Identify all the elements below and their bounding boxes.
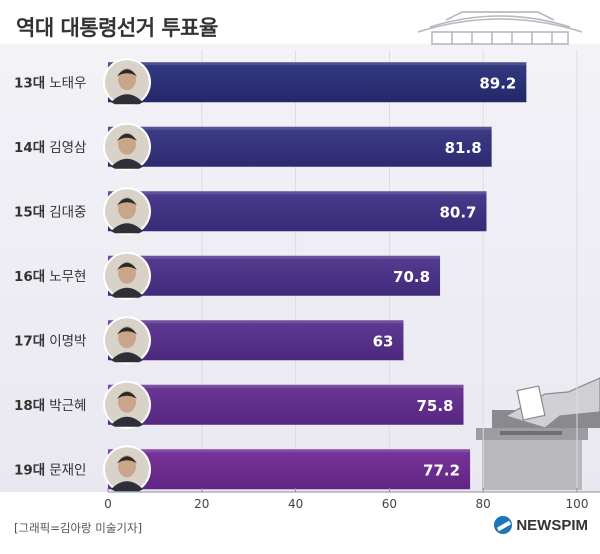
category-label: 18대 박근혜 <box>14 398 86 414</box>
category-term: 13대 <box>14 75 45 91</box>
category-term: 15대 <box>14 204 45 220</box>
newspim-logo: NEWSPIM <box>494 516 588 534</box>
portrait-suit <box>111 223 143 234</box>
x-tick-label: 60 <box>382 497 397 511</box>
bar-highlight <box>108 384 464 388</box>
category-label: 14대 김영삼 <box>14 140 86 156</box>
newspim-logo-text: NEWSPIM <box>516 516 588 534</box>
portrait-hair <box>117 391 137 399</box>
category-term: 19대 <box>14 462 45 478</box>
bar <box>108 126 492 167</box>
bar-value-label: 80.7 <box>439 203 476 221</box>
bar <box>108 320 404 361</box>
newspim-logo-icon <box>494 516 513 534</box>
category-name: 김대중 <box>49 204 86 220</box>
portrait-suit <box>111 481 143 492</box>
bar-highlight <box>108 191 487 195</box>
bar-highlight <box>108 62 527 66</box>
category-term: 17대 <box>14 333 45 349</box>
category-name: 박근혜 <box>49 398 86 414</box>
x-tick-label: 80 <box>476 497 491 511</box>
chart-title: 역대 대통령선거 투표율 <box>16 16 218 40</box>
category-label: 16대 노무현 <box>14 269 86 285</box>
portrait-suit <box>111 158 143 169</box>
palace-illustration <box>417 11 583 45</box>
x-tick-label: 40 <box>288 497 303 511</box>
bar-highlight <box>108 126 492 130</box>
portrait-hair <box>117 456 137 464</box>
x-tick-label: 0 <box>104 497 112 511</box>
portrait-hair <box>117 262 137 270</box>
category-name: 노무현 <box>49 269 86 285</box>
category-name: 문재인 <box>49 462 86 478</box>
portrait-suit <box>111 352 143 363</box>
category-term: 16대 <box>14 269 45 285</box>
x-tick-label: 20 <box>194 497 209 511</box>
portrait-suit <box>111 94 143 105</box>
bar-value-label: 70.8 <box>393 268 430 286</box>
bar <box>108 449 471 490</box>
portrait-hair <box>117 327 137 335</box>
bar-highlight <box>108 255 441 259</box>
portrait-suit <box>111 416 143 427</box>
category-name: 노태우 <box>49 75 86 91</box>
x-tick-label: 100 <box>566 497 589 511</box>
category-label: 17대 이명박 <box>14 333 86 349</box>
bar-highlight <box>108 320 404 324</box>
bar-value-label: 77.2 <box>423 461 460 479</box>
portrait-hair <box>117 198 137 206</box>
portrait-hair <box>117 133 137 141</box>
category-label: 19대 문재인 <box>14 462 86 478</box>
graphic-credit: [그래픽=김아랑 미술기자] <box>14 521 143 535</box>
category-label: 15대 김대중 <box>14 204 86 220</box>
bar-value-label: 89.2 <box>479 74 516 92</box>
category-name: 이명박 <box>49 333 86 349</box>
category-term: 18대 <box>14 398 45 414</box>
bar <box>108 384 464 425</box>
category-name: 김영삼 <box>49 140 86 156</box>
portrait-suit <box>111 287 143 298</box>
category-term: 14대 <box>14 140 45 156</box>
category-label: 13대 노태우 <box>14 75 86 91</box>
bar <box>108 191 487 232</box>
bar-value-label: 63 <box>373 332 394 350</box>
portrait-hair <box>117 69 137 77</box>
bar-highlight <box>108 449 471 453</box>
bar <box>108 62 527 103</box>
bar-value-label: 81.8 <box>445 139 482 157</box>
bar-value-label: 75.8 <box>416 397 453 415</box>
bar <box>108 255 441 296</box>
